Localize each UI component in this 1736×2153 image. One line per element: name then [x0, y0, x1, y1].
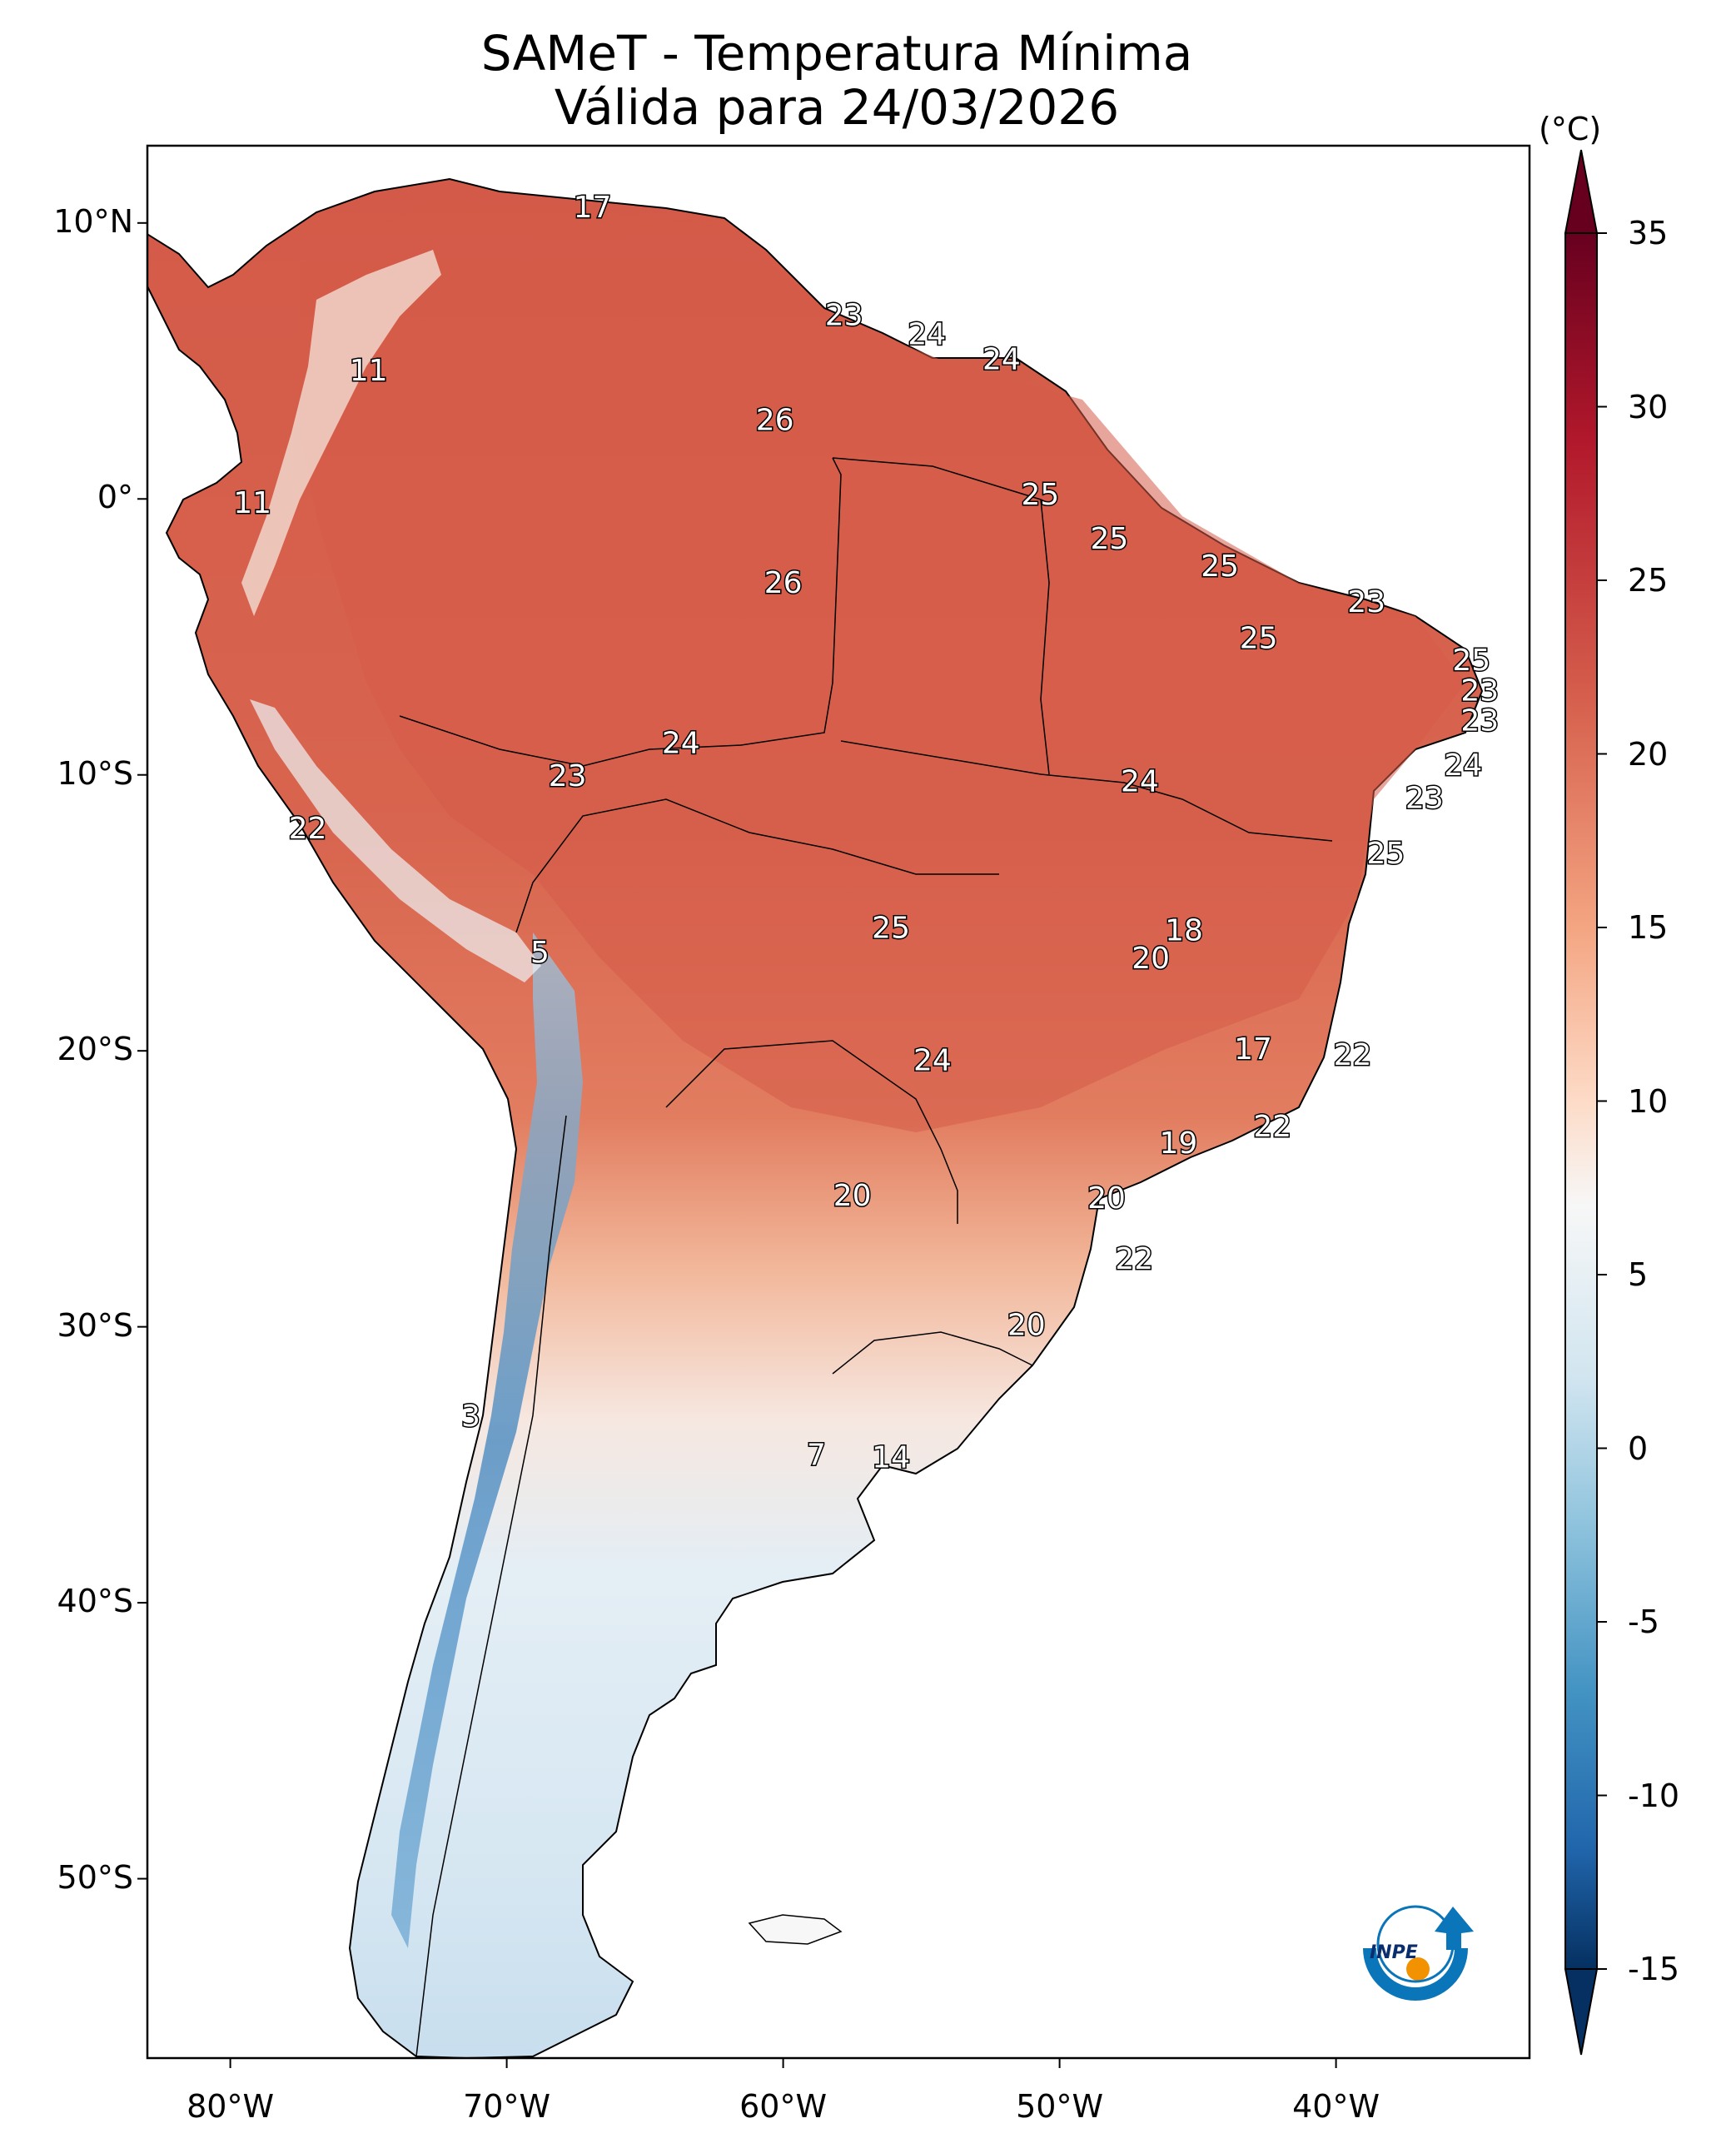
station-label: 23	[1460, 704, 1499, 738]
colombia-highlands	[241, 250, 441, 616]
colorbar-ticks	[1597, 232, 1607, 1970]
lon-tick-label: 80°W	[187, 2088, 275, 2125]
colorbar-tick-label: 15	[1628, 909, 1669, 946]
station-label: 20	[1087, 1181, 1126, 1216]
station-label: 14	[872, 1441, 910, 1475]
station-label: 18	[1165, 914, 1203, 948]
lon-tick-label: 70°W	[463, 2088, 551, 2125]
colorbar-tick-label: -15	[1628, 1951, 1680, 1987]
station-label: 24	[908, 318, 946, 352]
station-label: 23	[825, 299, 863, 333]
colorbar-tick-label: 25	[1628, 562, 1669, 599]
colorbar-tick-label: 0	[1628, 1430, 1649, 1467]
map-frame	[146, 144, 1531, 2060]
station-label: 25	[1021, 478, 1059, 512]
lat-tick-label: 20°S	[57, 1031, 133, 1068]
andes-cold-band	[391, 932, 583, 1948]
lat-tick-label: 10°N	[53, 202, 133, 240]
colorbar-tick-label: 20	[1628, 735, 1669, 773]
colorbar-tick-label: 35	[1628, 215, 1669, 251]
station-label: 11	[233, 486, 271, 520]
station-label: 22	[1253, 1110, 1291, 1144]
lon-tick-label: 50°W	[1016, 2088, 1104, 2125]
tropical-zone	[300, 200, 1465, 1132]
map-title: SAMeT - Temperatura Mínima	[480, 25, 1193, 82]
lat-tick-label: 50°S	[57, 1858, 133, 1896]
station-label: 20	[833, 1179, 872, 1213]
station-label: 24	[913, 1043, 952, 1077]
colorbar-tick-label: 10	[1628, 1082, 1669, 1120]
station-label: 24	[1444, 748, 1482, 783]
station-label: 25	[1366, 837, 1405, 871]
station-label: 17	[574, 191, 612, 225]
colorbar-tick-label: -5	[1628, 1604, 1659, 1640]
colorbar-tick-label: 5	[1628, 1256, 1649, 1293]
station-label: 25	[1452, 644, 1490, 678]
lon-tick-label: 40°W	[1292, 2088, 1380, 2125]
station-label: 20	[1132, 942, 1170, 976]
station-label: 22	[1115, 1242, 1153, 1276]
station-label: 24	[982, 343, 1021, 377]
station-label: 19	[1159, 1126, 1197, 1161]
colorbar-unit: (°C)	[1539, 111, 1602, 147]
station-label: 20	[1007, 1309, 1046, 1343]
andes-north-cool	[250, 699, 541, 982]
lat-tick-label: 30°S	[57, 1306, 133, 1344]
country-borders	[399, 457, 1333, 2057]
falklands	[748, 1914, 843, 1945]
station-label: 17	[1234, 1032, 1272, 1067]
axis-ticks	[137, 221, 1337, 2068]
station-label: 25	[1090, 522, 1128, 556]
station-label: 24	[1121, 765, 1159, 799]
lon-tick-label: 60°W	[739, 2088, 828, 2125]
station-label: 25	[872, 911, 910, 945]
station-label: 23	[549, 759, 587, 793]
station-label: 26	[756, 403, 794, 437]
inpe-logo: INPE	[1363, 1905, 1474, 2001]
lat-tick-label: 40°S	[57, 1583, 133, 1620]
station-label: 23	[1405, 782, 1444, 816]
station-label: 5	[530, 936, 550, 970]
station-label: 3	[461, 1400, 480, 1434]
station-label: 22	[289, 812, 327, 846]
station-label: 26	[764, 566, 803, 600]
station-label: 25	[1240, 621, 1278, 655]
lat-tick-label: 10°S	[57, 754, 133, 792]
station-label: 11	[350, 354, 388, 388]
colorbar	[1564, 149, 1599, 2056]
station-label: 22	[1334, 1038, 1372, 1072]
station-label: 23	[1347, 585, 1385, 619]
station-label: 23	[1460, 674, 1499, 708]
lat-tick-label: 0°	[97, 479, 133, 516]
station-label: 25	[1201, 549, 1239, 584]
colorbar-tick-label: -10	[1628, 1777, 1680, 1814]
map-subtitle: Válida para 24/03/2026	[554, 79, 1120, 136]
station-label: 24	[662, 726, 700, 760]
station-label: 7	[807, 1438, 826, 1472]
logo-text: INPE	[1370, 1942, 1418, 1963]
colorbar-tick-label: 30	[1628, 388, 1669, 425]
